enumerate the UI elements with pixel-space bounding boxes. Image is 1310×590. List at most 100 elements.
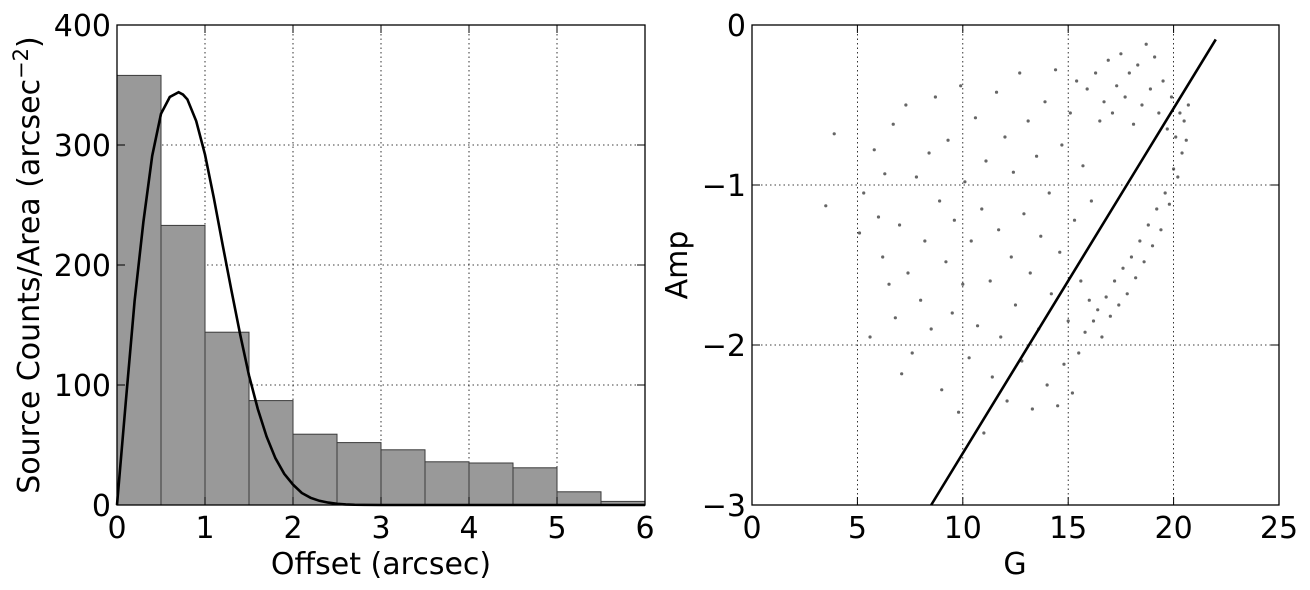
scatter-point	[1180, 151, 1184, 155]
scatter-fit-line	[930, 38, 1217, 506]
scatter-point	[1018, 71, 1022, 75]
scatter-point	[1026, 119, 1030, 123]
scatter-point	[1146, 223, 1150, 227]
scatter-x-tick-label: 15	[1049, 511, 1087, 546]
scatter-point	[1157, 111, 1161, 115]
scatter-point	[927, 151, 931, 155]
scatter-point	[1127, 71, 1131, 75]
scatter-point	[1123, 95, 1127, 99]
scatter-point	[990, 375, 994, 379]
scatter-point	[1049, 292, 1053, 296]
scatter-x-tick-label: 0	[742, 511, 761, 546]
histogram-bar	[292, 433, 338, 506]
histogram-x-tick-label: 0	[107, 511, 126, 546]
scatter-point	[982, 431, 986, 435]
scatter-point	[963, 180, 967, 184]
scatter-point	[832, 132, 836, 136]
scatter-point	[933, 95, 937, 99]
scatter-point	[969, 239, 973, 243]
scatter-x-tick-label: 10	[944, 511, 982, 546]
scatter-point	[1081, 164, 1085, 168]
scatter-point	[1098, 119, 1102, 123]
scatter-point	[994, 90, 999, 94]
histogram-bar	[248, 400, 294, 506]
scatter-point	[1060, 143, 1064, 147]
histogram-y-tick-label: 400	[54, 9, 111, 44]
scatter-point	[1184, 138, 1188, 142]
scatter-point	[910, 351, 914, 355]
scatter-point	[1043, 100, 1047, 104]
scatter-point	[938, 199, 942, 203]
histogram-bar	[336, 442, 382, 506]
scatter-point	[961, 282, 965, 286]
scatter-point	[862, 191, 866, 195]
scatter-point	[1125, 292, 1129, 296]
histogram-y-axis-label-main: Source Counts/Area (arcsec	[12, 79, 47, 494]
scatter-point	[950, 311, 954, 315]
scatter-point	[940, 388, 944, 392]
scatter-points	[824, 42, 1190, 435]
scatter-point	[897, 223, 902, 227]
scatter-point	[1182, 119, 1186, 123]
scatter-point	[1030, 407, 1034, 411]
scatter-point	[1115, 84, 1119, 88]
scatter-point	[980, 207, 984, 211]
scatter-point	[1142, 260, 1146, 264]
scatter-point	[1070, 391, 1075, 395]
scatter-point	[1045, 383, 1049, 387]
scatter-point	[946, 138, 950, 142]
scatter-point	[1165, 127, 1169, 131]
scatter-point	[1161, 79, 1165, 83]
scatter-point	[975, 324, 980, 328]
scatter-point	[1121, 266, 1125, 270]
scatter-point	[973, 116, 978, 120]
histogram-x-tick-label: 5	[547, 511, 566, 546]
scatter-point	[1068, 111, 1072, 115]
histogram-fit-curve	[115, 90, 645, 507]
scatter-point	[900, 372, 904, 376]
scatter-point	[904, 103, 908, 107]
scatter-point	[1112, 279, 1117, 283]
scatter-point	[1072, 218, 1077, 222]
scatter-point	[1066, 319, 1070, 323]
scatter-plot-background	[752, 25, 1279, 505]
scatter-point	[857, 231, 862, 235]
scatter-point	[1117, 303, 1121, 307]
scatter-point	[1005, 399, 1009, 403]
scatter-point	[1172, 167, 1176, 171]
scatter-x-axis-label: G	[1003, 547, 1026, 582]
scatter-point	[1174, 135, 1178, 139]
scatter-point	[887, 282, 891, 286]
histogram-x-tick-label: 6	[635, 511, 654, 546]
scatter-point	[988, 279, 992, 283]
scatter-point	[1009, 255, 1013, 259]
scatter-point	[1138, 239, 1142, 243]
scatter-point	[1094, 71, 1098, 75]
scatter-point	[1106, 58, 1110, 62]
histogram-bar	[160, 224, 206, 506]
histogram-y-tick-label: 0	[92, 489, 111, 524]
scatter-point	[1047, 191, 1051, 195]
scatter-point	[1079, 279, 1083, 283]
scatter-point	[824, 204, 828, 208]
histogram-bar	[556, 491, 602, 506]
scatter-point	[997, 228, 1001, 232]
histogram-y-axis-label-exponent: −2	[9, 48, 33, 79]
scatter-point	[1104, 295, 1108, 299]
scatter-point	[1119, 52, 1123, 56]
scatter-point	[1102, 100, 1106, 104]
scatter-point	[893, 316, 897, 320]
scatter-point	[1087, 298, 1091, 302]
scatter-y-tick-label: −1	[702, 169, 746, 204]
histogram-y-tick-label: 300	[54, 129, 111, 164]
scatter-point	[906, 271, 910, 275]
scatter-point	[1011, 170, 1015, 174]
histogram-bar	[512, 467, 558, 506]
histogram-panel: 0 1 2 3 4 5 6 0 100 200 300 400 Offset (arcsec) Sou…	[9, 9, 655, 582]
scatter-point	[952, 218, 956, 222]
histogram-x-tick-label: 3	[371, 511, 390, 546]
histogram-x-tick-label: 4	[459, 511, 478, 546]
histogram-y-axis-label-close: )	[12, 36, 47, 48]
scatter-point	[1167, 202, 1171, 206]
scatter-point	[1089, 199, 1093, 203]
